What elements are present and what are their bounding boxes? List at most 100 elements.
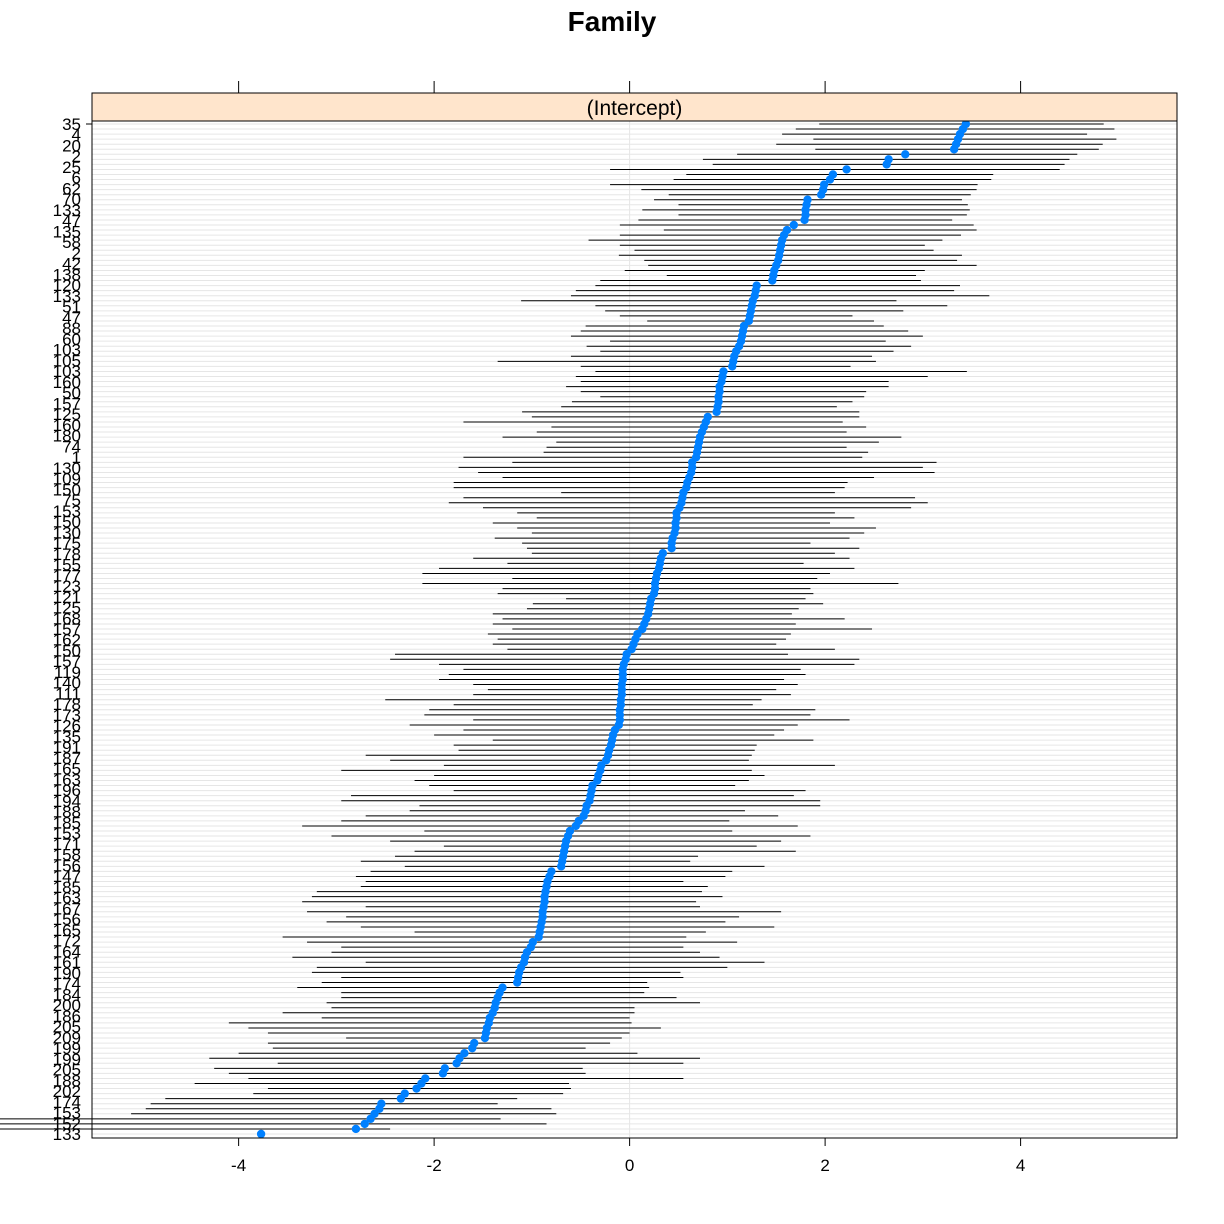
y-tick-label: 125 bbox=[53, 405, 81, 424]
x-tick-label: 4 bbox=[1016, 1156, 1025, 1175]
data-point bbox=[366, 1114, 375, 1124]
y-tick-label: 62 bbox=[62, 179, 81, 198]
y-tick-label: 162 bbox=[53, 631, 81, 650]
y-tick-label: 20 bbox=[62, 136, 81, 155]
y-tick-label: 74 bbox=[62, 437, 81, 456]
data-point bbox=[949, 145, 959, 154]
y-tick-label: 109 bbox=[53, 470, 81, 489]
y-tick-label: 194 bbox=[53, 792, 81, 811]
y-tick-label: 58 bbox=[62, 233, 81, 252]
data-point bbox=[667, 544, 676, 553]
y-tick-label: 135 bbox=[53, 727, 81, 746]
y-tick-label: 191 bbox=[53, 738, 81, 757]
y-tick-label: 70 bbox=[62, 190, 81, 209]
y-tick-label: 188 bbox=[53, 1071, 81, 1090]
y-tick-label: 4 bbox=[72, 126, 81, 145]
data-point bbox=[825, 175, 835, 184]
y-tick-label: 205 bbox=[53, 1018, 81, 1037]
y-tick-label: 205 bbox=[53, 1061, 81, 1080]
y-tick-label: 156 bbox=[53, 910, 81, 929]
y-tick-label: 174 bbox=[53, 1093, 81, 1112]
y-tick-label: 105 bbox=[53, 351, 81, 370]
data-point bbox=[882, 160, 891, 169]
y-tick-label: 150 bbox=[53, 513, 81, 532]
y-tick-label: 160 bbox=[53, 416, 81, 435]
y-tick-label: 42 bbox=[62, 255, 81, 274]
data-point bbox=[800, 215, 809, 225]
x-tick-label: 0 bbox=[625, 1156, 634, 1175]
y-tick-label: 157 bbox=[53, 652, 81, 671]
y-tick-label: 50 bbox=[62, 384, 81, 403]
y-tick-label: 120 bbox=[53, 276, 81, 295]
data-point bbox=[480, 1033, 490, 1043]
y-tick-label: 123 bbox=[53, 577, 81, 596]
y-tick-label: 125 bbox=[53, 599, 81, 618]
y-tick-label: 175 bbox=[53, 534, 81, 553]
y-tick-label: 209 bbox=[53, 1028, 81, 1047]
data-point bbox=[571, 821, 581, 831]
y-tick-label: 174 bbox=[53, 975, 81, 994]
data-point bbox=[452, 1059, 461, 1068]
y-tick-label: 153 bbox=[53, 1104, 81, 1123]
y-tick-label: 184 bbox=[53, 985, 81, 1004]
y-tick-label: 2 bbox=[72, 244, 81, 263]
chart-title: Family bbox=[567, 6, 657, 37]
y-tick-label: 111 bbox=[55, 684, 81, 703]
strip-background bbox=[91, 92, 1178, 122]
y-tick-label: 1 bbox=[72, 448, 81, 467]
y-tick-label: 172 bbox=[53, 932, 81, 951]
x-tick-label: -2 bbox=[427, 1156, 442, 1175]
y-tick-label: 130 bbox=[53, 459, 81, 478]
y-tick-label: 196 bbox=[53, 781, 81, 800]
y-tick-labels: 3542022566270133471355824213812013351478… bbox=[53, 115, 81, 1144]
y-tick-label: 25 bbox=[62, 158, 81, 177]
y-tick-label: 165 bbox=[53, 760, 81, 779]
y-tick-label: 173 bbox=[53, 706, 81, 725]
y-tick-label: 199 bbox=[53, 1050, 81, 1069]
data-point bbox=[789, 220, 799, 230]
y-tick-label: 47 bbox=[62, 212, 81, 231]
data-point bbox=[816, 190, 826, 199]
y-tick-label: 35 bbox=[62, 115, 81, 134]
y-tick-label: 153 bbox=[53, 502, 81, 521]
y-tick-label: 147 bbox=[53, 867, 81, 886]
y-tick-label: 138 bbox=[53, 265, 81, 284]
panel-border bbox=[91, 92, 1178, 1139]
data-point bbox=[256, 1129, 266, 1139]
x-tick-label: -4 bbox=[231, 1156, 246, 1175]
y-tick-label: 121 bbox=[53, 588, 81, 607]
y-tick-label: 2 bbox=[72, 147, 81, 166]
data-point bbox=[728, 362, 737, 371]
data-point bbox=[556, 862, 566, 871]
y-tick-label: 133 bbox=[53, 201, 81, 220]
y-tick-label: 186 bbox=[53, 1007, 81, 1026]
y-tick-label: 158 bbox=[53, 846, 81, 865]
data-point bbox=[513, 978, 522, 987]
data-point bbox=[842, 165, 851, 174]
y-tick-label: 155 bbox=[53, 556, 81, 575]
data-point bbox=[768, 276, 777, 285]
data-point bbox=[534, 932, 543, 942]
y-tick-label: 130 bbox=[53, 523, 81, 542]
y-tick-label: 60 bbox=[62, 330, 81, 349]
y-tick-label: 153 bbox=[53, 824, 81, 843]
y-tick-label: 133 bbox=[53, 1125, 81, 1144]
y-tick-label: 188 bbox=[53, 803, 81, 822]
y-tick-label: 119 bbox=[54, 663, 81, 682]
y-tick-label: 180 bbox=[53, 427, 81, 446]
y-tick-label: 157 bbox=[53, 620, 81, 639]
y-tick-label: 156 bbox=[53, 856, 81, 875]
data-point bbox=[438, 1069, 448, 1078]
data-point bbox=[351, 1124, 361, 1134]
y-tick-label: 187 bbox=[53, 749, 81, 768]
axes: -4 -2 0 2 4 bbox=[86, 81, 1025, 1175]
y-tick-label: 88 bbox=[62, 319, 81, 338]
data-point bbox=[360, 1119, 369, 1129]
y-tick-label: 157 bbox=[53, 394, 81, 413]
y-tick-label: 163 bbox=[53, 889, 81, 908]
y-tick-label: 152 bbox=[53, 1114, 81, 1133]
y-tick-label: 135 bbox=[53, 222, 81, 241]
y-tick-label: 185 bbox=[53, 813, 81, 832]
y-tick-label: 178 bbox=[53, 545, 81, 564]
